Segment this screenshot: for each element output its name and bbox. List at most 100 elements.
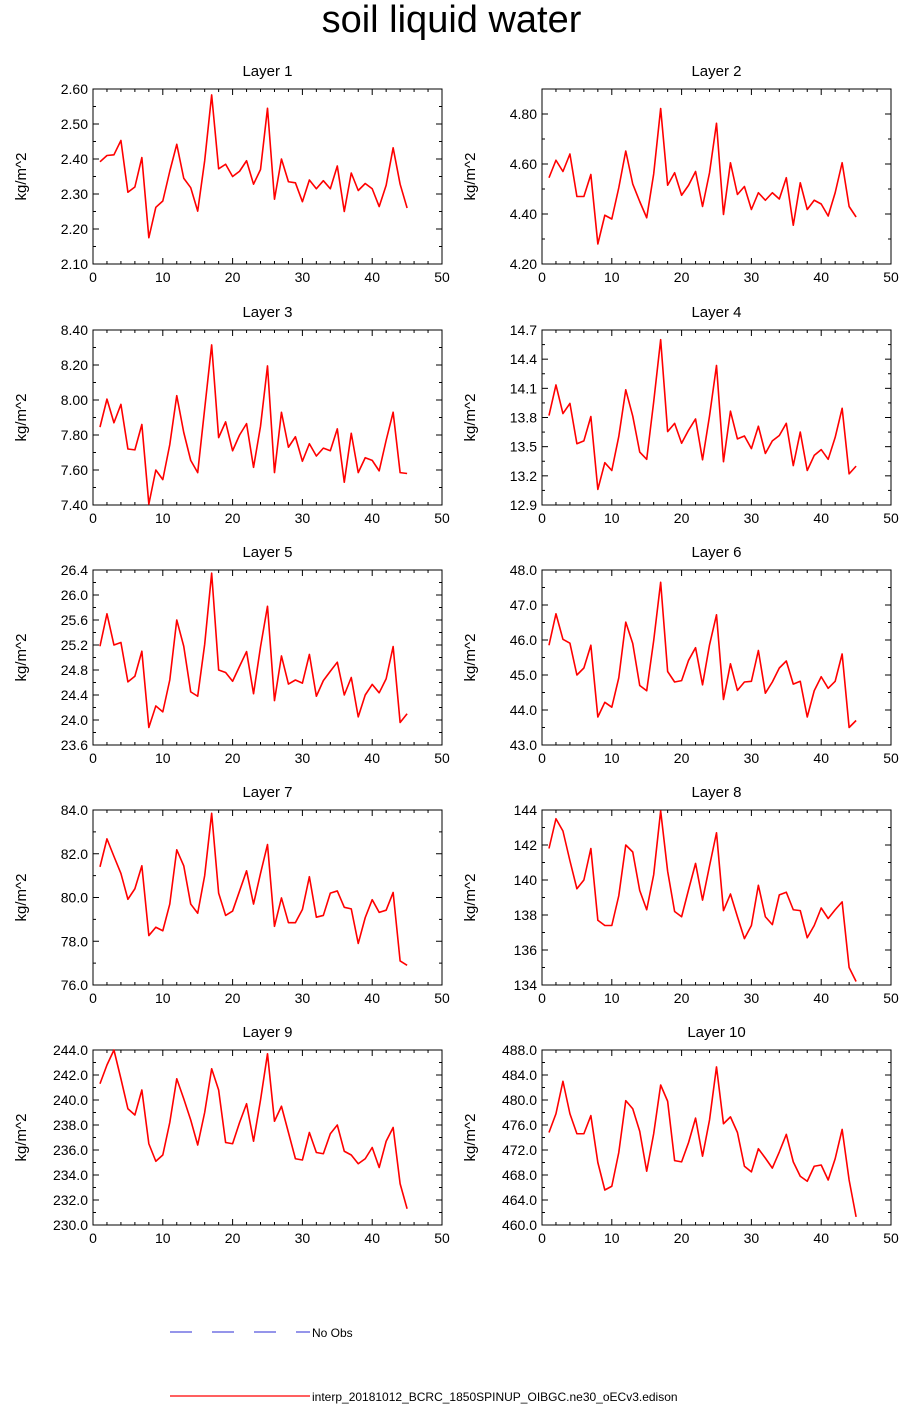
- y-tick-label: 244.0: [53, 1042, 88, 1058]
- y-tick-label: 7.60: [61, 462, 88, 478]
- y-tick-label: 4.60: [510, 156, 537, 172]
- x-tick-label: 30: [295, 1230, 311, 1246]
- panel-layer-4: Layer 4 0 10 20 30 40 50 12.9 13.2 13.5 13.8 14.1 14…: [462, 304, 899, 526]
- chart-title: soil liquid water: [321, 0, 582, 41]
- x-tick-label: 10: [155, 750, 171, 766]
- y-tick-label: 76.0: [61, 977, 88, 993]
- series-line-layer-4: [548, 338, 857, 491]
- y-tick-label: 12.9: [510, 497, 537, 513]
- y-tick-label: 26.4: [61, 562, 88, 578]
- y-tick-label: 4.20: [510, 256, 537, 272]
- x-tick-label: 20: [225, 269, 241, 285]
- y-tick-label: 24.0: [61, 712, 88, 728]
- x-tick-label: 40: [813, 990, 829, 1006]
- y-tick-label: 464.0: [502, 1192, 537, 1208]
- y-tick-label: 82.0: [61, 846, 88, 862]
- x-tick-label: 30: [744, 990, 760, 1006]
- y-axis-label: kg/m^2: [13, 634, 30, 682]
- y-tick-label: 2.30: [61, 186, 88, 202]
- y-tick-label: 2.40: [61, 151, 88, 167]
- x-tick-label: 40: [813, 269, 829, 285]
- y-tick-label: 472.0: [502, 1142, 537, 1158]
- x-tick-label: 20: [674, 990, 690, 1006]
- x-tick-label: 10: [604, 1230, 620, 1246]
- panel-title-layer-6: Layer 6: [691, 544, 741, 561]
- panel-layer-5: Layer 5 0 10 20 30 40 50 23.6 24.0 24.4 24.8 25.2 25…: [13, 544, 450, 766]
- x-tick-label: 50: [434, 1230, 450, 1246]
- y-tick-label: 134: [514, 977, 538, 993]
- panel-title-layer-3: Layer 3: [242, 304, 292, 321]
- x-tick-label: 50: [883, 510, 899, 526]
- x-tick-label: 40: [364, 1230, 380, 1246]
- x-tick-label: 30: [295, 510, 311, 526]
- y-tick-label: 14.4: [510, 351, 537, 367]
- y-tick-label: 484.0: [502, 1067, 537, 1083]
- x-tick-label: 50: [434, 990, 450, 1006]
- x-tick-label: 20: [225, 990, 241, 1006]
- x-tick-label: 40: [364, 269, 380, 285]
- x-tick-label: 50: [434, 750, 450, 766]
- x-tick-label: 20: [674, 269, 690, 285]
- y-axis-label: kg/m^2: [462, 153, 479, 201]
- y-tick-label: 14.7: [510, 322, 537, 338]
- x-tick-label: 10: [604, 990, 620, 1006]
- y-axis-label: kg/m^2: [462, 874, 479, 922]
- panel-title-layer-8: Layer 8: [691, 784, 741, 801]
- y-tick-label: 23.6: [61, 737, 88, 753]
- x-tick-label: 40: [813, 1230, 829, 1246]
- panel-layer-3: Layer 3 0 10 20 30 40 50 7.40 7.60 7.80 8.00 8.20 8.…: [13, 304, 450, 526]
- y-tick-label: 7.80: [61, 427, 88, 443]
- x-tick-label: 0: [538, 269, 546, 285]
- series-line-layer-9: [99, 1049, 408, 1209]
- y-tick-label: 24.4: [61, 687, 88, 703]
- y-axis-label: kg/m^2: [13, 874, 30, 922]
- x-tick-label: 30: [295, 990, 311, 1006]
- plot-frame: [541, 88, 892, 265]
- y-tick-label: 43.0: [510, 737, 537, 753]
- plot-frame: [92, 569, 443, 746]
- y-tick-label: 45.0: [510, 667, 537, 683]
- y-tick-label: 138: [514, 907, 538, 923]
- x-tick-label: 20: [225, 1230, 241, 1246]
- y-tick-label: 236.0: [53, 1142, 88, 1158]
- x-tick-label: 0: [89, 990, 97, 1006]
- y-axis-label: kg/m^2: [13, 394, 30, 442]
- panel-title-layer-4: Layer 4: [691, 304, 741, 321]
- plot-frame: [541, 569, 892, 746]
- y-tick-label: 4.40: [510, 206, 537, 222]
- y-tick-label: 476.0: [502, 1117, 537, 1133]
- y-tick-label: 2.50: [61, 116, 88, 132]
- x-tick-label: 40: [364, 990, 380, 1006]
- x-tick-label: 10: [155, 510, 171, 526]
- y-tick-label: 8.00: [61, 392, 88, 408]
- series-line-layer-8: [548, 810, 857, 982]
- y-tick-label: 80.0: [61, 890, 88, 906]
- x-tick-label: 10: [155, 269, 171, 285]
- x-tick-label: 40: [364, 750, 380, 766]
- panel-layer-10: Layer 10 0 10 20 30 40 50 460.0 464.0 468.0 472.0 4…: [462, 1024, 899, 1246]
- x-tick-label: 0: [538, 510, 546, 526]
- y-tick-label: 2.10: [61, 256, 88, 272]
- y-axis-label: kg/m^2: [462, 1114, 479, 1162]
- y-tick-label: 2.20: [61, 221, 88, 237]
- panel-layer-2: Layer 2 0 10 20 30 40 50 4.20 4.40 4.60 4.80 kg/m^2: [462, 63, 899, 285]
- y-tick-label: 13.2: [510, 468, 537, 484]
- series-line-layer-2: [548, 107, 857, 245]
- y-tick-label: 232.0: [53, 1192, 88, 1208]
- y-tick-label: 234.0: [53, 1167, 88, 1183]
- series-line-layer-6: [548, 581, 857, 729]
- y-tick-label: 480.0: [502, 1092, 537, 1108]
- y-tick-label: 84.0: [61, 802, 88, 818]
- x-tick-label: 20: [225, 510, 241, 526]
- y-tick-label: 48.0: [510, 562, 537, 578]
- y-tick-label: 47.0: [510, 597, 537, 613]
- panel-title-layer-1: Layer 1: [242, 63, 292, 80]
- x-tick-label: 50: [883, 990, 899, 1006]
- x-tick-label: 40: [813, 510, 829, 526]
- x-tick-label: 30: [744, 510, 760, 526]
- x-tick-label: 0: [538, 990, 546, 1006]
- y-axis-label: kg/m^2: [13, 153, 30, 201]
- y-tick-label: 468.0: [502, 1167, 537, 1183]
- panel-layer-6: Layer 6 0 10 20 30 40 50 43.0 44.0 45.0 46.0 47.0 48…: [462, 544, 899, 766]
- y-axis-label: kg/m^2: [13, 1114, 30, 1162]
